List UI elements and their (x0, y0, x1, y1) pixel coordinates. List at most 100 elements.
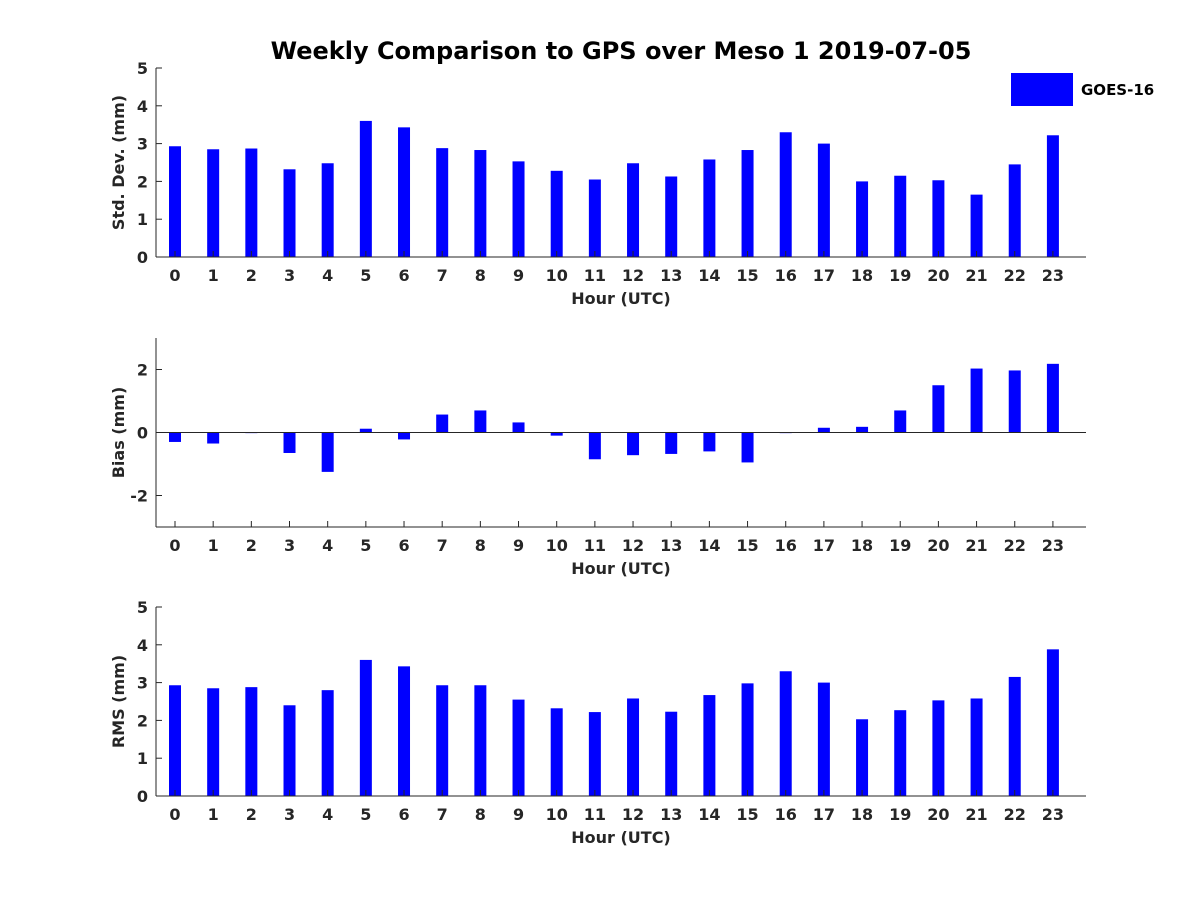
x-tick-label: 15 (736, 536, 758, 555)
bar-hour-10 (550, 432, 563, 436)
x-tick-label: 16 (775, 805, 797, 824)
x-tick-label: 9 (513, 266, 524, 285)
bar-hour-7 (436, 414, 449, 433)
x-tick-label: 12 (622, 805, 644, 824)
x-tick-label: 13 (660, 805, 682, 824)
bar-hour-22 (1008, 370, 1021, 433)
bar-hour-12 (627, 698, 640, 796)
x-tick-label: 4 (322, 266, 333, 285)
x-tick-label: 23 (1042, 266, 1064, 285)
x-tick-label: 17 (813, 805, 835, 824)
bar-hour-2 (245, 687, 258, 796)
bar-hour-1 (207, 432, 220, 444)
y-tick-label: 5 (137, 598, 148, 617)
bar-hour-22 (1008, 164, 1021, 257)
bar-hour-18 (856, 181, 869, 257)
bar-hour-17 (817, 427, 830, 433)
x-tick-label: 1 (208, 536, 219, 555)
bar-hour-10 (550, 708, 563, 796)
x-tick-label: 6 (398, 536, 409, 555)
bar-hour-19 (894, 410, 907, 433)
x-tick-label: 21 (965, 805, 987, 824)
y-tick-label: -2 (130, 487, 148, 506)
y-tick-label: 0 (137, 424, 148, 443)
x-tick-label: 6 (398, 805, 409, 824)
bar-hour-16 (779, 132, 792, 257)
x-tick-label: 0 (169, 536, 180, 555)
bar-hour-7 (436, 148, 449, 257)
x-tick-label: 0 (169, 805, 180, 824)
bar-hour-6 (398, 432, 411, 440)
x-tick-label: 20 (927, 266, 949, 285)
x-tick-label: 14 (698, 266, 720, 285)
x-tick-label: 19 (889, 266, 911, 285)
x-tick-label: 10 (546, 805, 568, 824)
legend-swatch-goes-16 (1011, 73, 1073, 106)
x-tick-label: 11 (584, 536, 606, 555)
bar-hour-14 (703, 159, 716, 257)
x-tick-label: 16 (775, 536, 797, 555)
bar-hour-3 (283, 705, 296, 796)
x-tick-label: 3 (284, 536, 295, 555)
y-tick-label: 4 (137, 97, 148, 116)
bar-hour-23 (1046, 649, 1059, 796)
bar-hour-7 (436, 685, 449, 796)
bar-hour-14 (703, 432, 716, 452)
x-tick-label: 2 (246, 266, 257, 285)
y-axis-label: RMS (mm) (109, 655, 128, 748)
bar-hour-9 (512, 422, 525, 433)
bar-hour-13 (665, 176, 678, 257)
x-tick-label: 14 (698, 536, 720, 555)
bar-hour-11 (588, 179, 601, 257)
bar-hour-19 (894, 710, 907, 796)
bar-hour-8 (474, 150, 487, 257)
bar-hour-4 (321, 690, 334, 796)
x-tick-label: 23 (1042, 536, 1064, 555)
y-axis-label: Bias (mm) (109, 387, 128, 479)
y-tick-label: 2 (137, 711, 148, 730)
x-tick-label: 10 (546, 266, 568, 285)
bar-hour-1 (207, 149, 220, 257)
x-tick-label: 15 (736, 805, 758, 824)
bar-hour-6 (398, 666, 411, 796)
bar-hour-13 (665, 432, 678, 454)
x-tick-label: 12 (622, 266, 644, 285)
x-tick-label: 11 (584, 805, 606, 824)
bar-hour-5 (359, 120, 372, 257)
legend-label-goes-16: GOES-16 (1081, 81, 1154, 99)
bar-hour-20 (932, 385, 945, 433)
y-axis-label: Std. Dev. (mm) (109, 95, 128, 230)
bar-hour-0 (169, 432, 181, 442)
x-tick-label: 8 (475, 805, 486, 824)
bar-hour-15 (741, 150, 754, 257)
x-tick-label: 4 (322, 805, 333, 824)
bar-hour-10 (550, 170, 563, 257)
bar-hour-0 (169, 146, 181, 257)
x-tick-label: 1 (208, 266, 219, 285)
y-tick-label: 2 (137, 172, 148, 191)
bar-hour-3 (283, 432, 296, 453)
x-tick-label: 5 (360, 536, 371, 555)
x-tick-label: 3 (284, 805, 295, 824)
bar-hour-6 (398, 127, 411, 257)
x-tick-label: 2 (246, 536, 257, 555)
x-tick-label: 6 (398, 266, 409, 285)
x-tick-label: 14 (698, 805, 720, 824)
x-tick-label: 10 (546, 536, 568, 555)
bar-hour-0 (169, 685, 181, 796)
bar-hour-21 (970, 698, 983, 796)
y-tick-label: 5 (137, 59, 148, 78)
bar-hour-15 (741, 683, 754, 796)
bar-hour-4 (321, 163, 334, 257)
x-tick-label: 20 (927, 805, 949, 824)
x-tick-label: 3 (284, 266, 295, 285)
y-tick-label: 0 (137, 787, 148, 806)
y-tick-label: 2 (137, 361, 148, 380)
bar-hour-16 (779, 671, 792, 796)
x-tick-label: 8 (475, 266, 486, 285)
figure-title: Weekly Comparison to GPS over Meso 1 201… (271, 37, 972, 65)
